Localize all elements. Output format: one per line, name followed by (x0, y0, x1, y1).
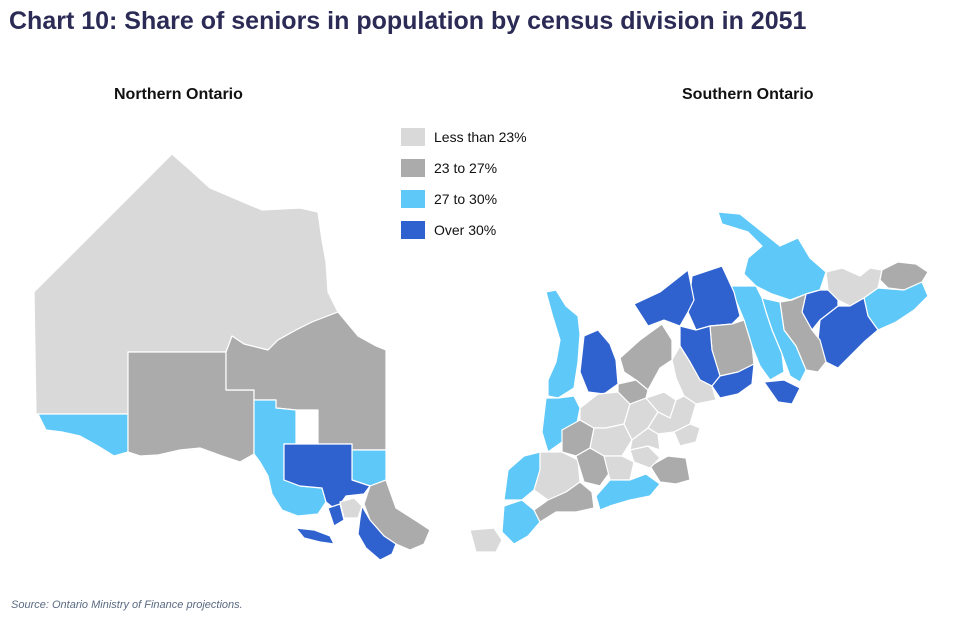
chart-title: Chart 10: Share of seniors in population… (9, 7, 807, 35)
region-sudbury-district (283, 443, 371, 511)
source-note: Source: Ontario Ministry of Finance proj… (11, 599, 243, 611)
legend-swatch (401, 189, 425, 208)
southern-ontario-map (469, 211, 929, 553)
region-dufferin (617, 379, 649, 405)
region-haldimand (649, 455, 691, 485)
region-toronto (673, 423, 701, 447)
northern-ontario-title: Northern Ontario (114, 86, 243, 103)
region-bruce (579, 329, 619, 395)
region-elgin (533, 481, 595, 523)
legend-item-less-than-23: Less than 23% (401, 121, 527, 152)
region-grey-peninsula (545, 289, 581, 399)
region-prince-edward (763, 379, 801, 405)
legend-item-over-30: Over 30% (401, 214, 527, 245)
region-brant (603, 455, 635, 481)
northern-ontario-map (33, 153, 431, 561)
legend-item-23-to-27: 23 to 27% (401, 152, 527, 183)
region-northumberland (711, 363, 755, 399)
region-hamilton (629, 427, 661, 451)
region-durham (671, 345, 717, 405)
region-timiskaming (351, 449, 387, 487)
region-haliburton (687, 265, 741, 331)
region-manitoulin (295, 527, 335, 545)
region-leeds-grenville (817, 297, 879, 369)
southern-ontario-title: Southern Ontario (682, 86, 814, 103)
legend-label: Over 30% (434, 221, 497, 238)
legend-label: 23 to 27% (434, 159, 498, 176)
legend-label: Less than 23% (434, 128, 527, 145)
legend: Less than 23% 23 to 27% 27 to 30% Over 3… (401, 121, 527, 245)
region-wellington (579, 391, 631, 429)
region-simcoe (619, 323, 673, 391)
legend-item-27-to-30: 27 to 30% (401, 183, 527, 214)
legend-swatch (401, 158, 425, 177)
region-lambton (503, 451, 541, 501)
legend-swatch (401, 220, 425, 239)
region-muskoka (633, 269, 695, 327)
region-windsor (469, 527, 503, 553)
region-rainy-river (37, 413, 129, 457)
legend-label: 27 to 30% (434, 190, 498, 207)
region-essex (501, 499, 541, 545)
region-sudbury-south (327, 503, 345, 527)
region-parry-sound (357, 505, 397, 561)
region-norfolk (595, 473, 661, 511)
legend-swatch (401, 127, 425, 146)
